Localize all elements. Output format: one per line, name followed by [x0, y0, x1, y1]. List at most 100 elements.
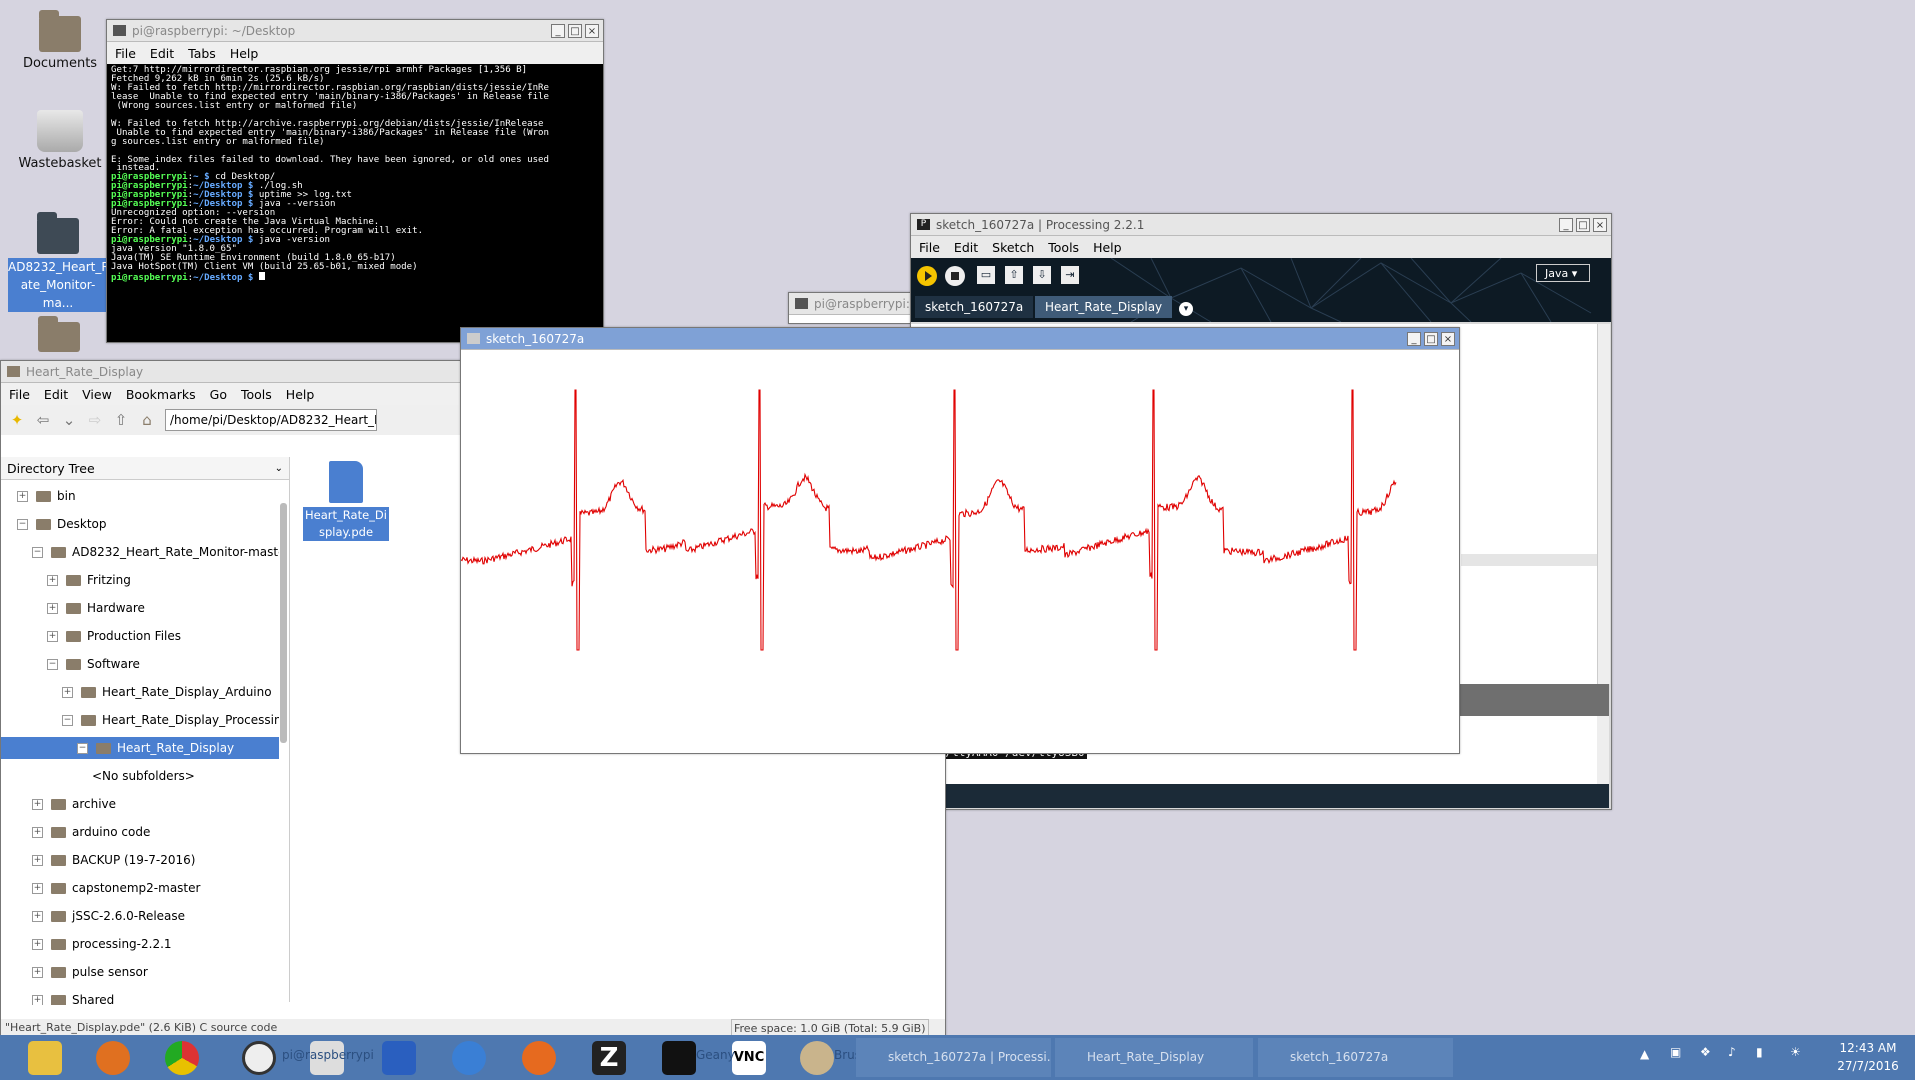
expand-icon[interactable]: +: [32, 798, 43, 810]
paint-icon[interactable]: [800, 1041, 834, 1075]
task-sketch[interactable]: sketch_160727a: [1258, 1038, 1453, 1077]
expand-icon[interactable]: +: [17, 490, 28, 502]
collapse-icon[interactable]: −: [47, 658, 58, 670]
new-tab-icon[interactable]: ✦: [10, 411, 24, 429]
firefox-icon[interactable]: [522, 1041, 556, 1075]
close-button[interactable]: ×: [1441, 331, 1455, 346]
tab-menu-arrow-icon[interactable]: ▾: [1179, 302, 1193, 316]
network-icon[interactable]: ▣: [1670, 1045, 1682, 1059]
tree-item[interactable]: <No subfolders>: [92, 765, 195, 787]
expand-icon[interactable]: +: [32, 994, 43, 1005]
minimize-button[interactable]: _: [1407, 331, 1421, 346]
expand-icon[interactable]: +: [32, 882, 43, 894]
tree-item[interactable]: − Desktop: [17, 513, 107, 535]
expand-icon[interactable]: +: [32, 938, 43, 950]
task-processing[interactable]: sketch_160727a | Processi...: [856, 1038, 1051, 1077]
tree-item[interactable]: − Heart_Rate_Display_Processing: [62, 709, 279, 731]
tree-item[interactable]: − AD8232_Heart_Rate_Monitor-master: [32, 541, 279, 563]
tree-item[interactable]: + Heart_Rate_Display_Arduino: [62, 681, 272, 703]
clock[interactable]: 12:43 AM 27/7/2016: [1828, 1039, 1908, 1075]
desktop-icon-wastebasket[interactable]: Wastebasket: [10, 110, 110, 171]
menu-help[interactable]: Help: [1093, 239, 1122, 255]
desktop-icon-documents[interactable]: Documents: [10, 10, 110, 71]
path-input[interactable]: /home/pi/Desktop/AD8232_Heart_Rate_Monit…: [165, 409, 377, 431]
weather-icon[interactable]: ☀: [1790, 1045, 1801, 1059]
home-icon[interactable]: ⌂: [142, 411, 152, 429]
tree-item[interactable]: + processing-2.2.1: [32, 933, 172, 955]
run-button[interactable]: [917, 266, 937, 286]
maximize-button[interactable]: □: [1424, 331, 1438, 346]
processing-titlebar[interactable]: P sketch_160727a | Processing 2.2.1 _ □ …: [911, 214, 1611, 236]
tray-up-arrow-icon[interactable]: ▲: [1640, 1047, 1650, 1061]
menu-file[interactable]: File: [9, 386, 30, 402]
chart-app-icon[interactable]: [310, 1041, 344, 1075]
expand-icon[interactable]: +: [32, 826, 43, 838]
collapse-icon[interactable]: −: [17, 518, 28, 530]
menu-tabs[interactable]: Tabs: [188, 45, 216, 61]
expand-icon[interactable]: +: [47, 630, 58, 642]
expand-icon[interactable]: +: [32, 966, 43, 978]
stop-button[interactable]: [945, 266, 965, 286]
menu-file[interactable]: File: [115, 45, 136, 61]
tree-scrollbar[interactable]: [280, 503, 287, 743]
console-scrollbar[interactable]: [1597, 716, 1609, 784]
mode-select[interactable]: Java ▾: [1536, 264, 1590, 282]
editor-scrollbar[interactable]: [1597, 324, 1610, 684]
close-button[interactable]: ×: [1593, 217, 1607, 232]
open-button[interactable]: ⇧: [1005, 266, 1023, 284]
back-icon[interactable]: ⇦: [36, 411, 50, 429]
tree-item[interactable]: + pulse sensor: [32, 961, 148, 983]
zotero-icon[interactable]: Z: [592, 1041, 626, 1075]
tree-item[interactable]: + jSSC-2.6.0-Release: [32, 905, 185, 927]
vnc-icon[interactable]: VNC: [732, 1041, 766, 1075]
forward-icon[interactable]: ⇨: [88, 411, 102, 429]
chrome-icon[interactable]: [165, 1041, 199, 1075]
tree-item[interactable]: − Heart_Rate_Display: [1, 737, 279, 759]
dropbox-icon[interactable]: ❖: [1700, 1045, 1711, 1059]
history-dropdown-icon[interactable]: ⌄: [62, 411, 76, 429]
expand-icon[interactable]: +: [47, 574, 58, 586]
menu-go[interactable]: Go: [209, 386, 227, 402]
menu-tools[interactable]: Tools: [241, 386, 272, 402]
menu-view[interactable]: View: [82, 386, 112, 402]
menu-sketch[interactable]: Sketch: [992, 239, 1035, 255]
volume-icon[interactable]: ♪: [1728, 1045, 1736, 1059]
wifi-icon[interactable]: [382, 1041, 416, 1075]
export-button[interactable]: ⇥: [1061, 266, 1079, 284]
expand-icon[interactable]: +: [47, 602, 58, 614]
tree-item[interactable]: + Shared: [32, 989, 114, 1005]
tab-heart-rate-display[interactable]: Heart_Rate_Display: [1035, 296, 1173, 318]
up-icon[interactable]: ⇧: [114, 411, 128, 429]
file-manager-icon[interactable]: [28, 1041, 62, 1075]
collapse-icon[interactable]: −: [77, 742, 88, 754]
tree-item[interactable]: + Fritzing: [47, 569, 131, 591]
minimize-button[interactable]: _: [1559, 217, 1573, 232]
tree-item[interactable]: + Production Files: [47, 625, 181, 647]
menu-bookmarks[interactable]: Bookmarks: [125, 386, 196, 402]
tab-sketch[interactable]: sketch_160727a: [915, 296, 1034, 318]
clock-app-icon[interactable]: [242, 1041, 276, 1075]
tree-item[interactable]: + BACKUP (19-7-2016): [32, 849, 195, 871]
terminal-output[interactable]: Get:7 http://mirrordirector.raspbian.org…: [107, 64, 603, 342]
tree-item[interactable]: + arduino code: [32, 821, 150, 843]
tree-item[interactable]: + Hardware: [47, 597, 145, 619]
menu-edit[interactable]: Edit: [149, 45, 175, 61]
menu-help[interactable]: Help: [285, 386, 315, 402]
desktop-icon-ad8232[interactable]: AD8232_Heart_R ate_Monitor-ma...: [8, 212, 110, 312]
expand-icon[interactable]: +: [32, 854, 43, 866]
internet-explorer-icon[interactable]: [452, 1041, 486, 1075]
save-button[interactable]: ⇩: [1033, 266, 1051, 284]
collapse-icon[interactable]: −: [62, 714, 73, 726]
battery-icon[interactable]: ▮: [1756, 1045, 1763, 1059]
sketch-titlebar[interactable]: sketch_160727a _ □ ×: [461, 328, 1459, 350]
menu-file[interactable]: File: [919, 239, 940, 255]
tree-item[interactable]: + bin: [17, 485, 76, 507]
minimize-button[interactable]: _: [551, 23, 565, 38]
terminal-titlebar[interactable]: pi@raspberrypi: ~/Desktop _ □ ×: [107, 20, 603, 42]
expand-icon[interactable]: +: [62, 686, 73, 698]
collapse-icon[interactable]: −: [32, 546, 43, 558]
file-item[interactable]: Heart_Rate_Di splay.pde: [303, 461, 389, 541]
tree-item[interactable]: − Software: [47, 653, 140, 675]
expand-icon[interactable]: +: [32, 910, 43, 922]
task-heart-rate-display[interactable]: Heart_Rate_Display: [1055, 1038, 1253, 1077]
